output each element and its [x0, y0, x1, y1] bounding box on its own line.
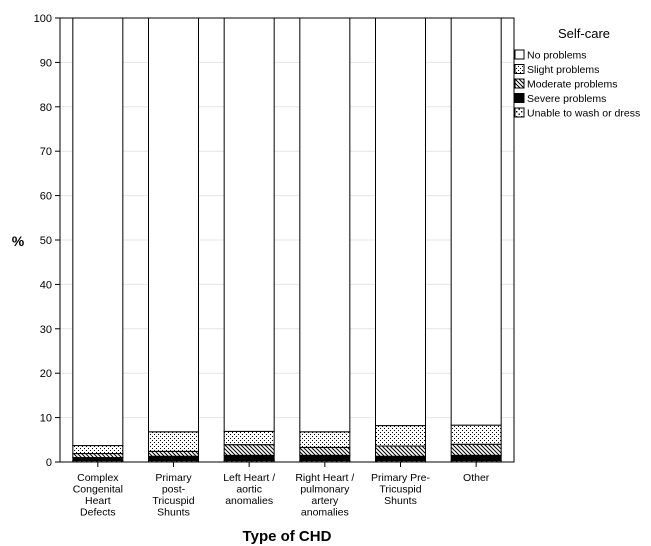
- x-tick-label-line: Shunts: [157, 507, 190, 519]
- x-tick-label-line: Shunts: [384, 495, 417, 507]
- bar-segment: [299, 17, 351, 433]
- y-tick-label: 100: [34, 13, 52, 25]
- legend-label: No problems: [527, 50, 587, 62]
- legend-title: Self-care: [558, 26, 610, 41]
- bar-segment: [450, 17, 502, 426]
- bar-stack: [223, 17, 275, 463]
- y-tick-label: 20: [40, 368, 52, 380]
- bars: [72, 17, 502, 463]
- bar-stack: [450, 17, 502, 463]
- y-axis-title: %: [12, 233, 25, 249]
- x-tick-label-line: anomalies: [301, 507, 349, 519]
- y-tick-label: 60: [40, 191, 52, 203]
- x-tick-label-line: aortic: [236, 484, 262, 496]
- x-tick-label-line: Right Heart /: [295, 472, 354, 484]
- x-tick-label-line: Complex: [77, 472, 119, 484]
- bar-segment: [223, 17, 275, 432]
- bar-segment: [148, 17, 199, 433]
- x-axis: Complex Congenital Heart Defects Primary post…: [73, 462, 490, 519]
- bar-segment: [299, 446, 351, 456]
- gridlines: [60, 61, 514, 419]
- bar-stack: [299, 17, 351, 463]
- bar-segment: [375, 445, 426, 457]
- bar-segment: [375, 425, 426, 447]
- y-tick-label: 0: [46, 457, 52, 469]
- bar-segment: [450, 443, 502, 456]
- legend-label: Severe problems: [527, 93, 606, 105]
- bar-segment: [223, 430, 275, 446]
- x-axis-title: Type of CHD: [243, 528, 332, 545]
- x-tick-label-line: Left Heart /: [223, 472, 275, 484]
- legend-label: Unable to wash or dress: [527, 108, 640, 120]
- y-tick-label: 10: [40, 413, 52, 425]
- y-axis: 0 10 20 30 40 50 60 70 80 90 100: [34, 13, 60, 469]
- legend-swatch: [514, 78, 525, 89]
- bar-stack: [72, 17, 124, 463]
- x-tick-label-line: Heart: [85, 495, 111, 507]
- y-tick-label: 30: [40, 324, 52, 336]
- bar-segment: [299, 454, 351, 462]
- bar-segment: [148, 450, 199, 457]
- x-tick-label-line: Primary Pre-: [371, 472, 430, 484]
- bar-stack: [148, 17, 199, 463]
- legend-swatch: [514, 64, 525, 74]
- bar-segment: [450, 454, 502, 462]
- x-tick-label-line: Tricuspid: [152, 495, 194, 507]
- x-tick-label: Other: [463, 472, 490, 484]
- y-tick-label: 40: [40, 279, 52, 291]
- bar-segment: [375, 455, 426, 462]
- x-tick-label-line: Primary: [155, 472, 192, 484]
- legend-label: Moderate problems: [527, 79, 617, 91]
- x-tick-label: Right Heart / pulmonary artery anomalies: [295, 472, 354, 519]
- bar-segment: [72, 17, 124, 447]
- bar-segment: [72, 453, 124, 459]
- x-tick-label-line: post-: [162, 484, 186, 496]
- x-tick-label: Primary Pre-Tricuspid Shunts: [371, 472, 430, 507]
- bar-segment: [72, 445, 124, 455]
- plot-frame: [59, 17, 515, 463]
- bar-segment: [223, 444, 275, 456]
- legend-swatch: [514, 93, 525, 103]
- x-tick-label-line: Tricuspid: [379, 484, 421, 496]
- y-tick-label: 90: [40, 57, 52, 69]
- legend-label: Slight problems: [527, 64, 599, 76]
- x-tick-label-line: Defects: [80, 507, 116, 519]
- y-tick-label: 50: [40, 235, 52, 247]
- x-tick-label-line: anomalies: [225, 495, 273, 507]
- legend: Self-care No problems Slight problems Mode…: [514, 26, 640, 120]
- y-tick-label: 80: [40, 102, 52, 114]
- bar-segment: [450, 424, 502, 445]
- bar-segment: [299, 431, 351, 448]
- x-tick-label: Complex Congenital Heart Defects: [73, 472, 123, 519]
- x-tick-label-line: artery: [311, 495, 339, 507]
- x-tick-label-line: pulmonary: [300, 484, 350, 496]
- x-tick-label: Primary post-Tricuspid Shunts: [152, 472, 194, 519]
- bar-segment: [148, 455, 199, 462]
- bar-segment: [375, 17, 426, 427]
- x-tick-label: Left Heart / aortic anomalies: [223, 472, 275, 507]
- bar-stack: [375, 17, 426, 463]
- bar-segment: [223, 454, 275, 462]
- x-tick-label-line: Congenital: [73, 484, 123, 496]
- bar-segment: [148, 431, 199, 452]
- legend-swatch: [514, 49, 525, 60]
- x-tick-label-line: Other: [463, 472, 490, 484]
- y-tick-label: 70: [40, 146, 52, 158]
- legend-swatch: [514, 107, 525, 118]
